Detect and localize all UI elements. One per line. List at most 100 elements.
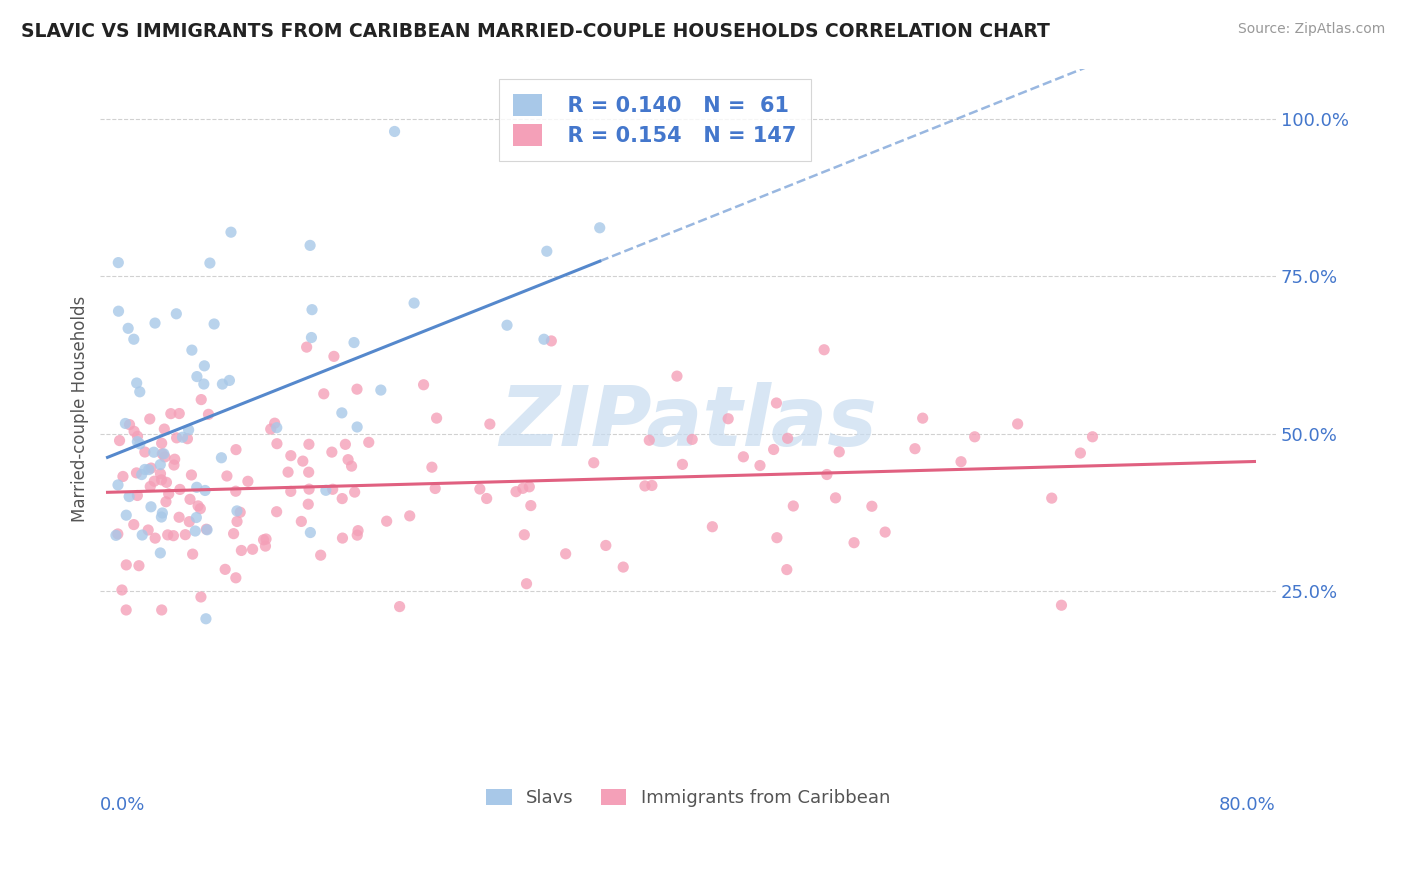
Point xyxy=(263,416,285,430)
Point xyxy=(242,542,264,557)
Point xyxy=(150,436,173,450)
Point xyxy=(187,499,209,513)
Point xyxy=(554,547,576,561)
Point xyxy=(340,459,363,474)
Point xyxy=(776,563,799,577)
Point xyxy=(335,437,357,451)
Point xyxy=(162,529,184,543)
Point xyxy=(1040,491,1063,505)
Point xyxy=(346,382,368,396)
Point xyxy=(138,462,160,476)
Point xyxy=(828,445,851,459)
Point xyxy=(194,483,217,498)
Point xyxy=(1007,417,1029,431)
Point xyxy=(813,343,835,357)
Point xyxy=(142,445,165,459)
Point xyxy=(330,491,353,506)
Point xyxy=(322,483,344,497)
Point xyxy=(176,432,198,446)
Point xyxy=(665,369,688,384)
Point xyxy=(225,571,247,585)
Point xyxy=(190,392,212,407)
Point xyxy=(749,458,772,473)
Point xyxy=(202,317,225,331)
Point xyxy=(298,482,321,496)
Text: SLAVIC VS IMMIGRANTS FROM CARIBBEAN MARRIED-COUPLE HOUSEHOLDS CORRELATION CHART: SLAVIC VS IMMIGRANTS FROM CARIBBEAN MARR… xyxy=(21,22,1050,41)
Point xyxy=(266,505,288,519)
Point xyxy=(122,425,145,439)
Point xyxy=(582,456,605,470)
Point xyxy=(229,505,252,519)
Point xyxy=(177,423,200,437)
Point xyxy=(134,462,156,476)
Point xyxy=(404,296,426,310)
Point xyxy=(309,548,332,562)
Point xyxy=(149,458,172,472)
Text: ZIPatlas: ZIPatlas xyxy=(499,382,877,463)
Point xyxy=(104,528,127,542)
Point xyxy=(150,510,173,524)
Point xyxy=(179,515,201,529)
Point xyxy=(150,603,173,617)
Point xyxy=(118,417,141,432)
Y-axis label: Married-couple Households: Married-couple Households xyxy=(72,295,89,522)
Point xyxy=(107,478,129,492)
Point xyxy=(536,244,558,259)
Point xyxy=(194,612,217,626)
Legend:   R = 0.140   N =  61,   R = 0.154   N = 147: R = 0.140 N = 61, R = 0.154 N = 147 xyxy=(499,78,811,161)
Point xyxy=(114,417,136,431)
Point xyxy=(266,436,288,450)
Point xyxy=(290,515,312,529)
Point xyxy=(842,535,865,549)
Point xyxy=(165,307,187,321)
Point xyxy=(127,434,149,449)
Point xyxy=(163,452,186,467)
Point xyxy=(860,500,883,514)
Point xyxy=(426,411,449,425)
Point xyxy=(1069,446,1091,460)
Point xyxy=(346,420,368,434)
Point xyxy=(321,445,343,459)
Point xyxy=(298,437,321,451)
Point xyxy=(589,220,612,235)
Point xyxy=(115,508,138,523)
Point xyxy=(160,407,183,421)
Point xyxy=(128,558,150,573)
Point xyxy=(131,528,153,542)
Point xyxy=(388,599,411,614)
Point xyxy=(215,469,238,483)
Point xyxy=(612,560,634,574)
Point xyxy=(107,527,129,541)
Point xyxy=(332,531,354,545)
Point xyxy=(231,543,253,558)
Point xyxy=(297,497,319,511)
Point xyxy=(150,473,173,487)
Point xyxy=(149,546,172,560)
Point xyxy=(540,334,562,348)
Point xyxy=(195,523,218,537)
Point xyxy=(634,479,657,493)
Point xyxy=(370,383,392,397)
Point xyxy=(111,469,134,483)
Point xyxy=(641,478,664,492)
Point xyxy=(875,525,897,540)
Point xyxy=(186,480,208,494)
Text: Source: ZipAtlas.com: Source: ZipAtlas.com xyxy=(1237,22,1385,37)
Point xyxy=(174,527,197,541)
Point xyxy=(136,523,159,537)
Point xyxy=(219,225,242,239)
Point xyxy=(301,330,323,344)
Point xyxy=(702,520,724,534)
Point xyxy=(520,499,543,513)
Point xyxy=(782,499,804,513)
Point xyxy=(122,517,145,532)
Point xyxy=(254,539,277,553)
Point xyxy=(150,506,173,520)
Point xyxy=(163,458,186,472)
Point xyxy=(280,484,302,499)
Point xyxy=(115,603,138,617)
Point xyxy=(131,467,153,482)
Point xyxy=(496,318,519,333)
Point xyxy=(172,430,194,444)
Point xyxy=(266,420,288,434)
